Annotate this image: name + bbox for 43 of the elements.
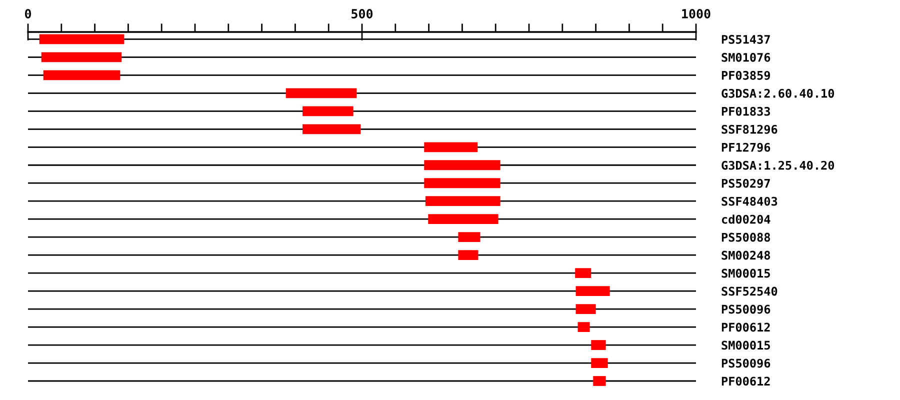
y-tick-label: SM00015 xyxy=(722,268,770,278)
y-tick-label: PF00612 xyxy=(722,376,770,386)
y-tick-label: PS50297 xyxy=(722,178,770,188)
bar xyxy=(593,376,606,386)
bar xyxy=(576,304,596,314)
bar xyxy=(302,124,361,134)
x-tick-label: 1000 xyxy=(682,9,710,18)
bar xyxy=(39,34,124,44)
bar xyxy=(425,196,500,206)
bar xyxy=(424,178,500,188)
y-tick-label: PF00612 xyxy=(722,322,770,332)
x-tick-label: 500 xyxy=(352,9,373,18)
bar xyxy=(286,88,357,98)
bar xyxy=(575,268,592,278)
bar xyxy=(576,286,610,296)
bar xyxy=(591,358,608,368)
y-tick-label: G3DSA:2.60.40.10 xyxy=(722,88,834,98)
bar xyxy=(458,232,480,242)
y-tick-label: PS50096 xyxy=(722,304,770,314)
x-tick-label: 0 xyxy=(24,9,32,18)
bar xyxy=(43,70,120,80)
y-tick-label: PS51437 xyxy=(722,34,770,44)
bar xyxy=(424,160,500,170)
y-tick-label: G3DSA:1.25.40.20 xyxy=(722,160,834,170)
bar xyxy=(41,52,122,62)
y-tick-label: PF03859 xyxy=(722,70,770,80)
y-tick-label: PF12796 xyxy=(722,142,770,152)
y-tick-label: PS50096 xyxy=(722,358,770,368)
bar xyxy=(458,250,478,260)
bar xyxy=(578,322,590,332)
bar xyxy=(428,214,498,224)
y-tick-label: SSF48403 xyxy=(722,196,778,206)
y-tick-label: SM01076 xyxy=(722,52,770,62)
y-tick-label: SSF81296 xyxy=(722,124,778,134)
y-tick-label: PS50088 xyxy=(722,232,770,242)
y-tick-label: PF01833 xyxy=(722,106,770,116)
y-tick-label: SM00015 xyxy=(722,340,770,350)
bar xyxy=(302,106,354,116)
bar xyxy=(424,142,478,152)
y-tick-label: cd00204 xyxy=(722,214,770,224)
bar xyxy=(591,340,606,350)
y-tick-label: SSF52540 xyxy=(722,286,778,296)
y-tick-label: SM00248 xyxy=(722,250,770,260)
